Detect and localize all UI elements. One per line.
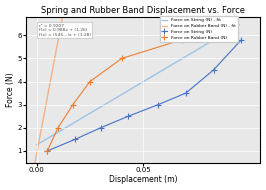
- Force on String (N): [99, 127, 102, 129]
- Force on Rubber Band (N): [88, 80, 92, 83]
- Force on Rubber Band (N): [120, 57, 123, 59]
- Line: Force on Rubber Band (N): Force on Rubber Band (N): [44, 37, 184, 154]
- Force on String (N): [46, 150, 49, 152]
- Legend: Force on String (N) - fit, Force on Rubber Band (N) - fit, Force on String (N), : Force on String (N) - fit, Force on Rubb…: [160, 16, 238, 42]
- Force on String (N): [127, 115, 130, 117]
- Title: Spring and Rubber Band Displacement vs. Force: Spring and Rubber Band Displacement vs. …: [41, 6, 245, 15]
- Text: r² = 0.9207
f(x) = 0.988x + (1.26)
f(x) = (545...)x + (1.28): r² = 0.9207 f(x) = 0.988x + (1.26) f(x) …: [39, 24, 91, 37]
- Force on String (N): [157, 104, 160, 106]
- X-axis label: Displacement (m): Displacement (m): [109, 175, 177, 184]
- Force on String (N): [184, 92, 188, 94]
- Force on Rubber Band (N): [46, 150, 49, 152]
- Force on Rubber Band (N): [71, 104, 74, 106]
- Y-axis label: Force (N): Force (N): [6, 72, 15, 107]
- Force on Rubber Band (N): [180, 39, 183, 41]
- Line: Force on String (N): Force on String (N): [44, 37, 244, 154]
- Force on String (N): [212, 69, 215, 71]
- Force on String (N): [73, 138, 77, 140]
- Force on String (N): [240, 39, 243, 41]
- Force on Rubber Band (N): [56, 127, 60, 129]
